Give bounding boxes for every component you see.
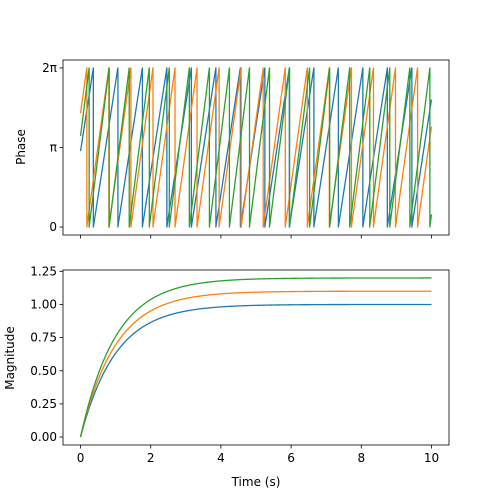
phase-y-axis-label: Phase	[14, 129, 28, 165]
y-tick-label: 0.75	[30, 331, 57, 345]
magnitude-x-ticks: 0 2 4 6 8 10	[77, 445, 439, 465]
y-tick-label: 0.50	[30, 364, 57, 378]
y-tick-label: 0.25	[30, 397, 57, 411]
magnitude-line-1	[79, 303, 432, 438]
y-tick-label: 1.00	[30, 297, 57, 311]
magnitude-y-axis-label: Magnitude	[3, 326, 17, 390]
y-tick-label: 0	[49, 220, 57, 234]
magnitude-y-ticks: 0.00 0.25 0.50 0.75 1.00 1.25	[30, 264, 63, 444]
time-x-axis-label: Time (s)	[231, 475, 281, 489]
y-tick-label: 0.00	[30, 430, 57, 444]
phase-line-2	[79, 67, 433, 228]
x-tick-label: 4	[217, 451, 225, 465]
phase-line-3	[79, 67, 433, 228]
phase-panel: 0 π 2π Phase	[14, 59, 450, 239]
x-tick-label: 0	[77, 451, 85, 465]
magnitude-line-2	[79, 290, 432, 438]
phase-y-ticks: 0 π 2π	[42, 61, 63, 234]
magnitude-series-group	[79, 277, 432, 438]
magnitude-axes-frame	[62, 269, 450, 446]
y-tick-label: 1.25	[30, 264, 57, 278]
magnitude-panel: 0 2 4 6 8 10 0.00 0.25 0.50 0.75 1.00 1.25 Magnitu…	[3, 264, 450, 489]
x-tick-label: 8	[357, 451, 365, 465]
phase-series-group	[79, 67, 433, 228]
phase-x-ticks	[80, 235, 432, 239]
y-tick-label: 2π	[42, 61, 57, 75]
x-tick-label: 10	[424, 451, 439, 465]
x-tick-label: 2	[147, 451, 155, 465]
x-tick-label: 6	[287, 451, 295, 465]
magnitude-line-3	[79, 277, 432, 438]
y-tick-label: π	[50, 140, 57, 154]
